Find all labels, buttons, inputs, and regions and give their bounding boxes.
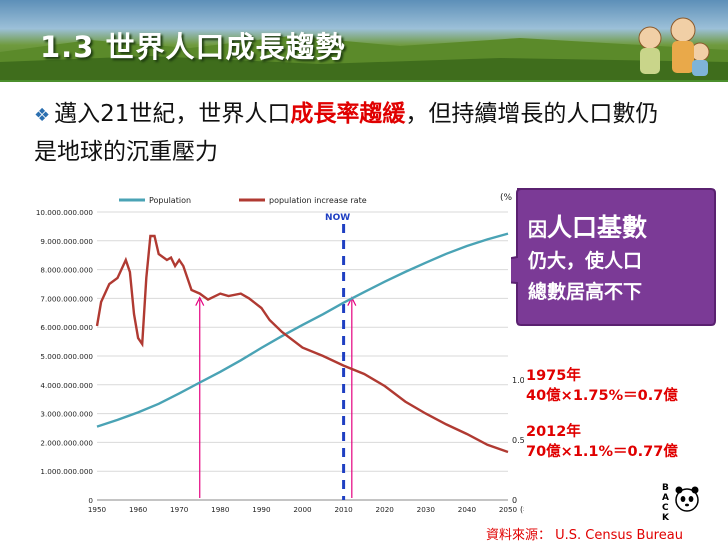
- y-tick-label: 7.000.000.000: [40, 294, 93, 303]
- landscape-background: [0, 17, 728, 82]
- note-2012: 2012年 70億×1.1%＝0.77億: [526, 422, 678, 462]
- y-tick-label: 6.000.000.000: [40, 323, 93, 332]
- bullet-point: ❖ 邁入21世紀，世界人口成長率趨緩，但持續增長的人口數仍是地球的沉重壓力: [34, 96, 674, 171]
- diamond-bullet-icon: ❖: [34, 105, 51, 126]
- page-title: 1.3 世界人口成長趨勢: [40, 30, 346, 64]
- y-tick-label: 9.000.000.000: [40, 237, 93, 246]
- y-right-tick-label: 1.0: [512, 376, 524, 385]
- x-tick-label: 2000: [293, 505, 312, 514]
- chart-background: [34, 186, 524, 520]
- x-tick-label: 1970: [170, 505, 189, 514]
- panda-icon: [675, 486, 699, 512]
- header-divider: [0, 80, 728, 82]
- y-tick-label: 0: [88, 496, 93, 505]
- x-tick-label: 1960: [129, 505, 148, 514]
- y-right-tick-label: 0.5: [512, 436, 524, 445]
- note-calc: 70億×1.1%＝0.77億: [526, 444, 678, 460]
- y-tick-label: 10.000.000.000: [36, 208, 94, 217]
- bullet-text-pre: 邁入21世紀，世界人口: [54, 101, 291, 127]
- callout-text: 因人口基數 仍大，使人口 總數居高不下: [528, 212, 713, 308]
- x-tick-label: 1980: [211, 505, 230, 514]
- callout-line1-big: 人口基數: [547, 213, 648, 242]
- back-letter-c: C: [662, 503, 669, 513]
- x-tick-label: 2050: [499, 505, 518, 514]
- note-year: 2012年: [526, 424, 581, 440]
- legend-label: population increase rate: [269, 196, 367, 205]
- y-tick-label: 8.000.000.000: [40, 266, 93, 275]
- x-tick-label: 2010: [334, 505, 353, 514]
- y-tick-label: 5.000.000.000: [40, 352, 93, 361]
- callout-line2: 仍大，使人口: [528, 250, 643, 272]
- family-illustration: [638, 17, 710, 76]
- back-button[interactable]: B A C K: [660, 480, 700, 523]
- back-letter-b: B: [662, 483, 669, 493]
- x-axis-unit: (年): [520, 504, 524, 514]
- population-line: [96, 232, 509, 428]
- y-tick-label: 4.000.000.000: [40, 381, 93, 390]
- note-year: 1975年: [526, 368, 581, 384]
- x-tick-label: 2030: [417, 505, 436, 514]
- bullet-highlight: 成長率趨緩: [290, 101, 406, 127]
- x-tick-label: 1990: [252, 505, 271, 514]
- y-right-axis-label: (%: [500, 193, 513, 203]
- back-letter-k: K: [662, 513, 670, 522]
- callout-line3: 總數居高不下: [528, 281, 643, 303]
- x-tick-label: 2040: [458, 505, 477, 514]
- note-calc: 40億×1.75%＝0.7億: [526, 388, 678, 404]
- population-chart: 10.000.000.000 9.000.000.000 8.000.000.000…: [34, 186, 524, 520]
- legend-label: Population: [149, 196, 191, 205]
- y-tick-label: 3.000.000.000: [40, 410, 93, 419]
- x-tick-label: 1950: [88, 505, 107, 514]
- note-1975: 1975年 40億×1.75%＝0.7億: [526, 366, 678, 406]
- marker-arrow-head: [195, 296, 205, 306]
- y-tick-label: 1.000.000.000: [40, 467, 93, 476]
- increase-rate-line: [95, 234, 509, 454]
- source-citation: 資料來源： U.S. Census Bureau: [486, 528, 683, 543]
- callout-line1-small: 因: [528, 219, 548, 241]
- now-label: NOW: [325, 213, 350, 223]
- back-letter-a: A: [662, 493, 669, 503]
- y-right-tick-label: 0: [512, 496, 517, 505]
- title-banner: 1.3 世界人口成長趨勢: [0, 0, 728, 82]
- x-tick-label: 2020: [376, 505, 395, 514]
- y-tick-label: 2.000.000.000: [40, 438, 93, 447]
- callout-bubble: [511, 188, 716, 326]
- bullet-text-post: ，但持續增長的人口數仍是地球的沉重壓力: [34, 101, 659, 165]
